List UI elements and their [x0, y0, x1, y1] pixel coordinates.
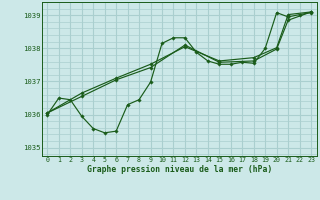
X-axis label: Graphe pression niveau de la mer (hPa): Graphe pression niveau de la mer (hPa) — [87, 165, 272, 174]
